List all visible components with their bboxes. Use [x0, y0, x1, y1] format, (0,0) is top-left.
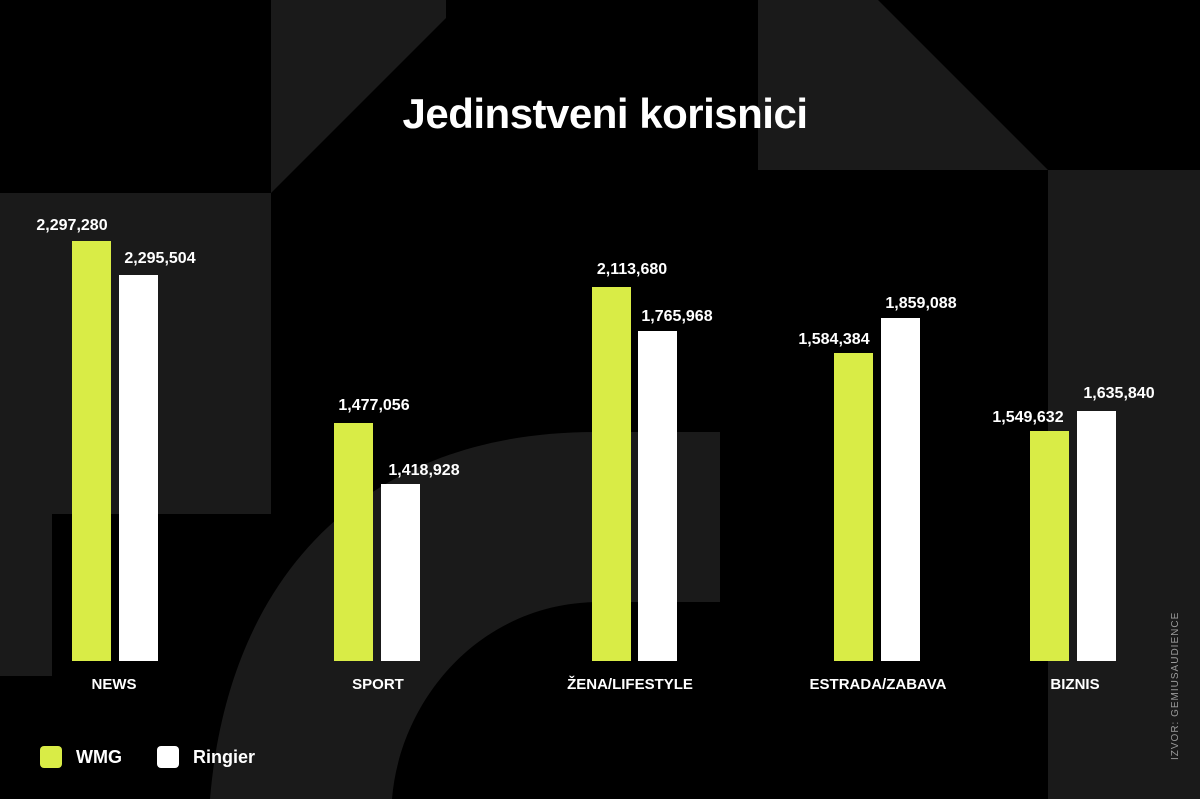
bar-estrada-wmg: [834, 353, 873, 661]
value-label-news-wmg: 2,297,280: [36, 217, 108, 234]
legend-item-wmg: WMG: [40, 746, 122, 768]
value-label-news-ringier: 2,295,504: [124, 250, 196, 267]
bar-news-wmg: [72, 241, 111, 661]
value-label-estrada-ringier: 1,859,088: [885, 295, 957, 312]
category-label-sport: SPORT: [352, 676, 404, 693]
value-label-biznis-wmg: 1,549,632: [992, 409, 1064, 426]
bar-sport-ringier: [381, 484, 420, 661]
bar-zena-ringier: [638, 331, 677, 661]
legend-item-ringier: Ringier: [157, 746, 255, 768]
legend-label-wmg: WMG: [76, 746, 122, 767]
value-label-sport-ringier: 1,418,928: [388, 462, 460, 479]
legend-swatch-ringier: [157, 746, 179, 768]
category-label-news: NEWS: [91, 676, 137, 693]
value-label-zena-ringier: 1,765,968: [641, 308, 713, 325]
bar-sport-wmg: [334, 423, 373, 661]
bar-news-ringier: [119, 275, 158, 661]
category-label-biznis: BIZNIS: [1050, 676, 1100, 693]
value-label-biznis-ringier: 1,635,840: [1083, 385, 1155, 402]
source-note: IZVOR: GEMIUSAUDIENCE: [1170, 611, 1181, 760]
value-label-sport-wmg: 1,477,056: [338, 397, 410, 414]
bar-estrada-ringier: [881, 318, 920, 661]
bar-zena-wmg: [592, 287, 631, 661]
category-label-zena-lifestyle: ŽENA/LIFESTYLE: [567, 676, 693, 693]
category-label-estrada-zabava: ESTRADA/ZABAVA: [809, 676, 947, 693]
legend-swatch-wmg: [40, 746, 62, 768]
value-label-zena-wmg: 2,113,680: [596, 261, 668, 278]
bar-biznis-ringier: [1077, 411, 1116, 661]
value-label-estrada-wmg: 1,584,384: [798, 331, 870, 348]
bar-biznis-wmg: [1030, 431, 1069, 661]
chart-title: Jedinstveni korisnici: [402, 90, 809, 137]
legend-label-ringier: Ringier: [193, 746, 256, 767]
